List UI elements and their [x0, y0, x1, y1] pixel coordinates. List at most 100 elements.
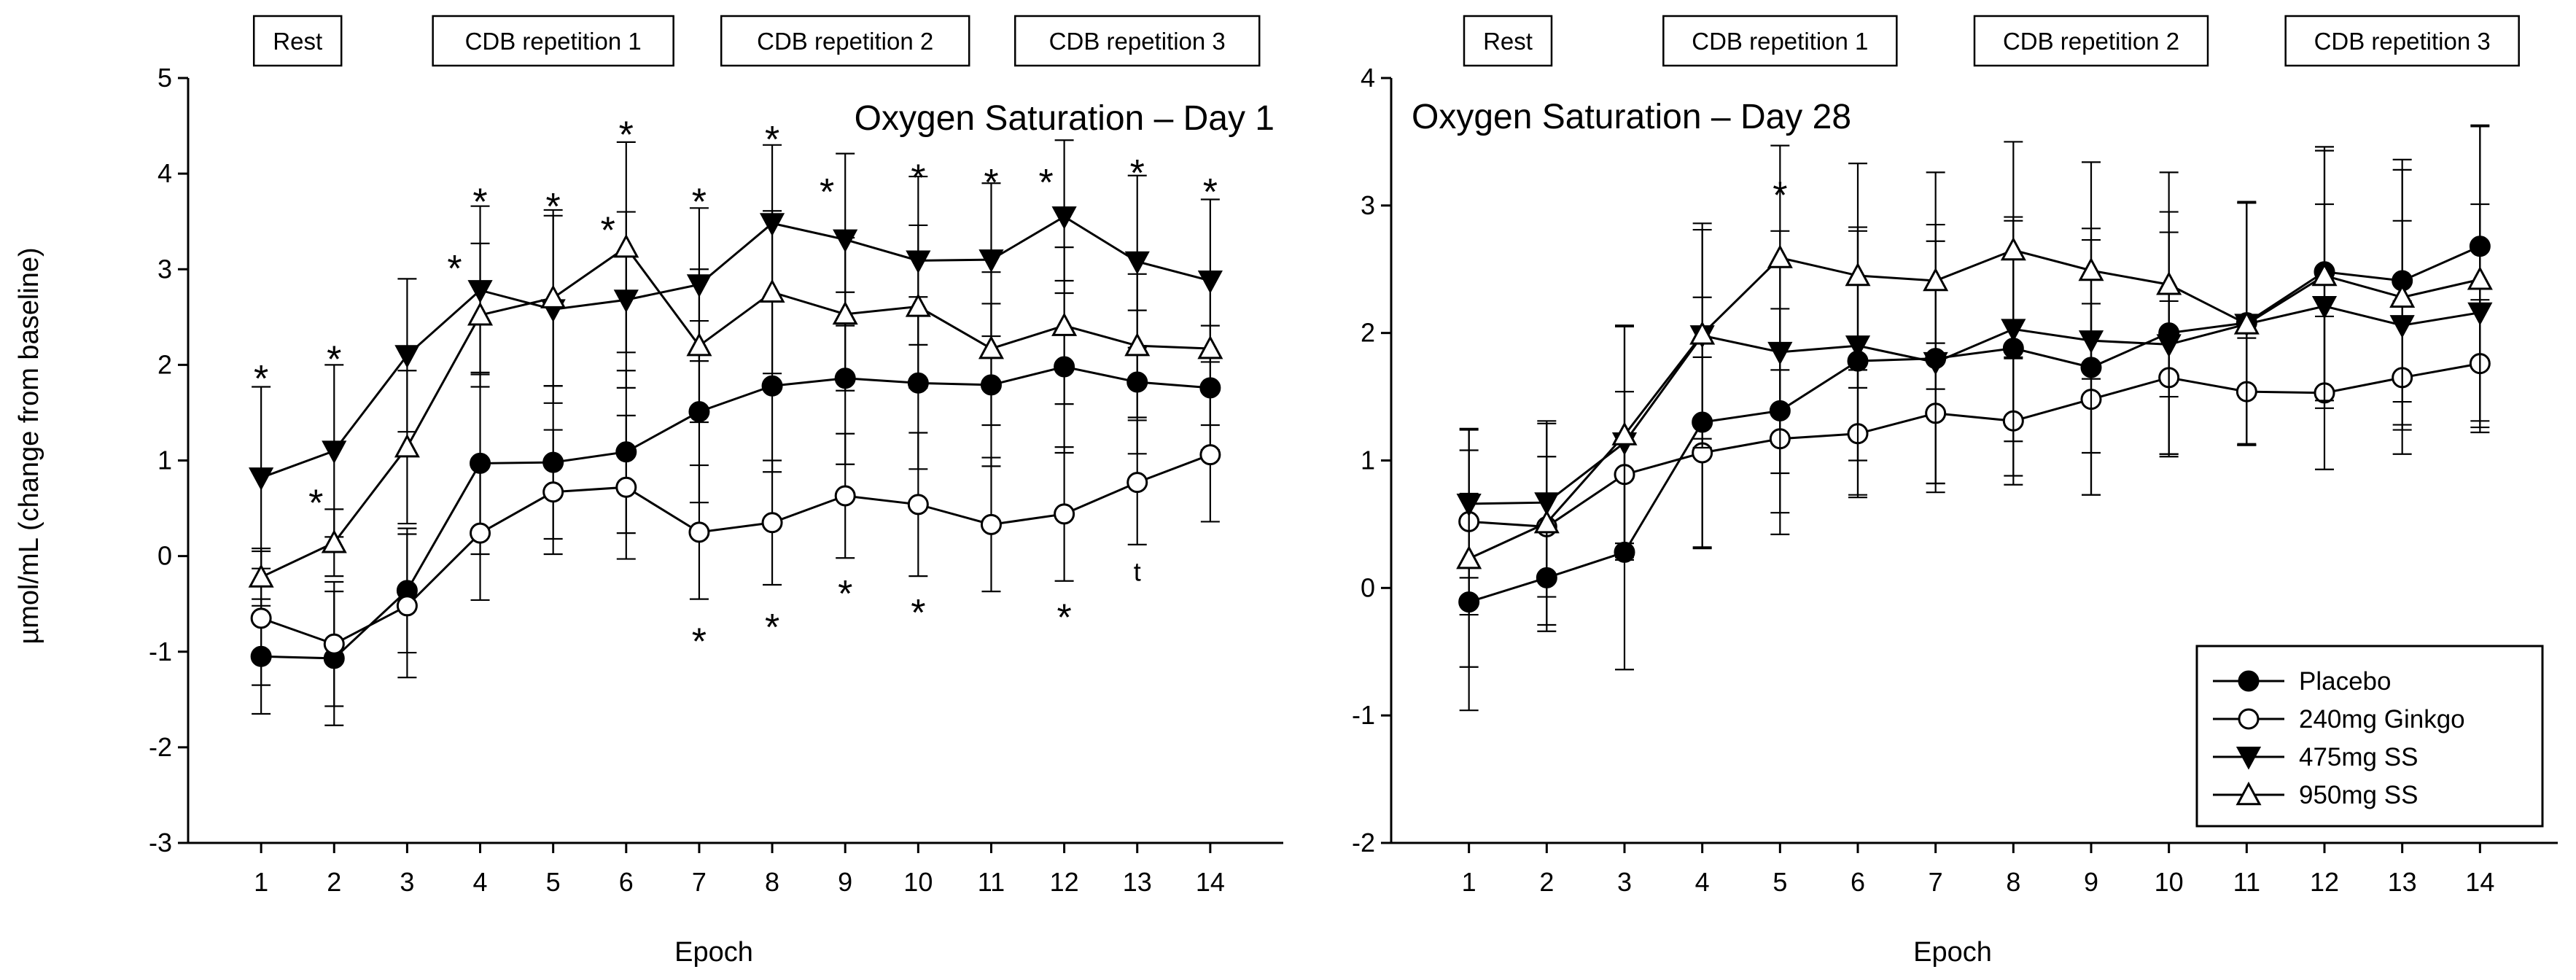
- legend-entry: 950mg SS: [2213, 781, 2418, 809]
- data-point: [759, 279, 785, 303]
- series-line: [260, 215, 1211, 479]
- legend: Placebo 240mg Ginkgo 475mg SS 950mg SS: [2195, 645, 2544, 828]
- x-axis-title: Epoch: [674, 937, 753, 968]
- phase-label-box: [720, 15, 970, 67]
- data-point: [1767, 244, 1793, 268]
- series-line: [260, 246, 1210, 578]
- data-point: [2467, 266, 2493, 290]
- data-point: [2000, 236, 2026, 261]
- significance-star: *: [1038, 162, 1053, 204]
- phase-label-box: [1662, 15, 1898, 67]
- chart-title: Oxygen Saturation – Day 28: [1412, 98, 1851, 136]
- series-line: [260, 454, 1211, 645]
- y-tick-label: 1: [1361, 446, 1375, 475]
- x-tick-label: 11: [2233, 867, 2260, 897]
- significance-star: *: [692, 621, 707, 664]
- data-point: [321, 529, 347, 553]
- phase-label: Rest: [1483, 28, 1533, 55]
- x-tick-label: 8: [765, 867, 779, 897]
- phase-label-box: [2284, 15, 2520, 67]
- legend-entry: 475mg SS: [2213, 743, 2418, 771]
- data-point: [686, 332, 712, 357]
- significance-star: *: [1130, 152, 1145, 195]
- data-point: [470, 522, 491, 544]
- data-point: [978, 335, 1004, 359]
- phase-label-box: [1463, 15, 1553, 67]
- data-point: [761, 512, 783, 534]
- x-tick-label: 8: [2006, 867, 2020, 897]
- data-point: [1051, 206, 1077, 230]
- data-point: [2311, 262, 2338, 287]
- data-point: [834, 485, 856, 507]
- data-point: [2233, 311, 2260, 335]
- x-tick-label: 6: [619, 867, 634, 897]
- legend-label: 240mg Ginkgo: [2299, 705, 2465, 734]
- x-tick-label: 6: [1851, 867, 1865, 897]
- significance-star: *: [308, 482, 323, 524]
- y-tick-label: -1: [1352, 700, 1375, 730]
- data-point: [1124, 332, 1151, 357]
- series-line: [1468, 305, 2480, 505]
- phase-label-box: [432, 15, 674, 67]
- phase-label: CDB repetition 3: [1049, 28, 1226, 55]
- significance-star: *: [911, 158, 925, 200]
- data-point: [2389, 284, 2416, 308]
- phase-label: CDB repetition 2: [757, 28, 933, 55]
- series-950mg-ss: [1456, 125, 2493, 668]
- data-point: [613, 233, 639, 258]
- data-point: [1611, 421, 1638, 446]
- x-tick-label: 13: [1123, 867, 1152, 897]
- y-tick-label: -1: [149, 637, 172, 666]
- data-point: [2238, 670, 2260, 692]
- data-point: [250, 607, 272, 629]
- series-line: [1468, 249, 2480, 560]
- data-point: [615, 476, 637, 498]
- x-tick-label: 5: [546, 867, 561, 897]
- significance-star: *: [911, 592, 925, 634]
- x-tick-label: 9: [838, 867, 852, 897]
- significance-star: *: [619, 114, 634, 157]
- significance-star: *: [327, 339, 341, 381]
- y-tick-label: 4: [1361, 63, 1375, 93]
- data-point: [1845, 262, 1871, 287]
- series-line: [261, 365, 1210, 660]
- data-point: [1124, 251, 1150, 275]
- data-point: [1199, 444, 1221, 466]
- y-tick-label: 3: [1361, 190, 1375, 220]
- x-tick-label: 5: [1773, 867, 1787, 897]
- legend-label: Placebo: [2299, 667, 2391, 696]
- data-point: [1197, 335, 1223, 359]
- y-axis-title: µmol/mL (change from baseline): [14, 247, 44, 644]
- data-point: [394, 433, 420, 458]
- significance-star: *: [254, 358, 268, 400]
- phase-label: CDB repetition 1: [1692, 28, 1868, 55]
- significance-star: *: [472, 181, 487, 223]
- significance-star: *: [984, 162, 998, 204]
- significance-star: *: [447, 248, 462, 290]
- phase-label: CDB repetition 1: [465, 28, 642, 55]
- x-tick-label: 3: [400, 867, 414, 897]
- x-tick-label: 10: [903, 867, 933, 897]
- y-tick-label: -2: [149, 732, 172, 762]
- data-point: [1456, 545, 1482, 569]
- legend-label: 950mg SS: [2299, 781, 2418, 809]
- x-tick-label: 7: [1929, 867, 1943, 897]
- phase-label: CDB repetition 3: [2314, 28, 2491, 55]
- y-tick-label: 5: [157, 63, 172, 93]
- series-line: [1468, 245, 2480, 603]
- data-point: [905, 293, 931, 317]
- data-point: [540, 284, 567, 308]
- data-point: [323, 633, 345, 655]
- y-tick-label: 2: [157, 349, 172, 379]
- y-tick-label: 2: [1361, 318, 1375, 348]
- significance-star: *: [601, 210, 615, 252]
- data-point: [467, 302, 494, 326]
- data-point: [396, 595, 418, 617]
- data-point: [2078, 257, 2104, 281]
- x-tick-label: 1: [1462, 867, 1476, 897]
- x-tick-label: 12: [2310, 867, 2339, 897]
- x-tick-label: 4: [473, 867, 488, 897]
